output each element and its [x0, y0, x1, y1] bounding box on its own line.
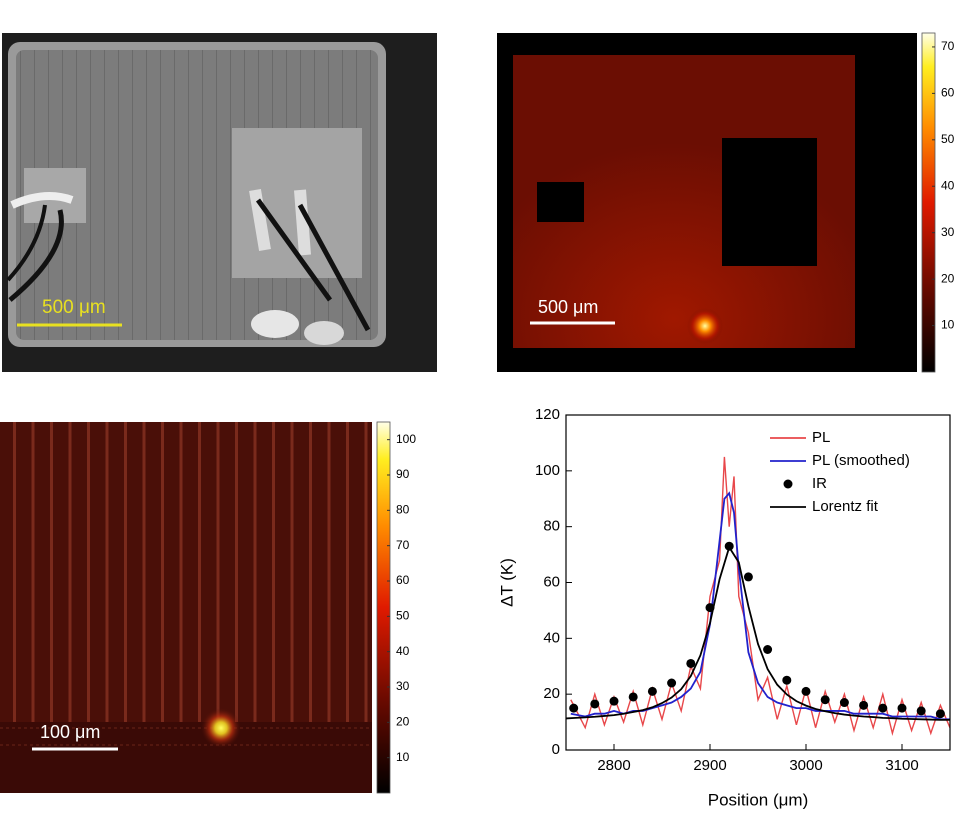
- colorbar-tick-label: 10: [941, 318, 955, 332]
- ir-point: [801, 686, 811, 696]
- x-tick-label: 2900: [693, 757, 726, 774]
- scale-bar-label: 500 μm: [538, 297, 598, 317]
- ir-point: [569, 703, 579, 713]
- colorbar-tick-label: 30: [396, 679, 410, 693]
- plot-area: [566, 456, 950, 736]
- colorbar-tick-label: 60: [396, 573, 410, 587]
- line-chart: 2800 2900 3000 3100 0 20 40 60 80 100 120 Position …: [497, 406, 951, 809]
- colorbar-tick-label: 100: [396, 432, 416, 446]
- colorbar-tick-label: 50: [941, 132, 955, 146]
- series-line: [570, 456, 950, 736]
- x-tick-label: 2800: [597, 757, 630, 774]
- legend-label: PL: [812, 429, 830, 446]
- ir-point: [935, 709, 945, 719]
- ir-point: [667, 678, 677, 688]
- colorbar-tick-label: 70: [941, 39, 955, 53]
- photo-panel: 500 μm: [2, 33, 437, 372]
- scale-bar-label: 500 μm: [42, 297, 106, 318]
- y-tick-label: 120: [535, 406, 560, 423]
- ir-point: [820, 695, 830, 705]
- ir-point: [686, 658, 696, 668]
- ir-point: [782, 675, 792, 685]
- y-tick-label: 0: [552, 741, 560, 758]
- ir-point: [628, 692, 638, 702]
- ir-point: [647, 686, 657, 696]
- ir-point: [897, 703, 907, 713]
- thermal-map-panel: 500 μm: [497, 32, 936, 373]
- colorbar-tick-label: 50: [396, 609, 410, 623]
- colorbar-tick-label: 70: [396, 538, 410, 552]
- y-tick-label: 20: [543, 685, 560, 702]
- legend-marker: [783, 479, 793, 489]
- ir-point: [763, 645, 773, 654]
- colorbar-tick-label: 40: [396, 644, 410, 658]
- legend-label: Lorentz fit: [812, 498, 879, 515]
- colorbar-tick-label: 90: [396, 467, 410, 481]
- ir-point: [609, 696, 619, 706]
- ir-point: [590, 699, 600, 709]
- thermal-map-panel: 100 μm: [0, 421, 391, 794]
- ir-point: [878, 703, 888, 713]
- colorbar-tick-label: 20: [941, 271, 955, 285]
- y-tick-label: 60: [543, 573, 560, 590]
- y-tick-label: 40: [543, 629, 560, 646]
- colorbar-tick-label: 20: [396, 715, 410, 729]
- legend-label: PL (smoothed): [812, 452, 910, 469]
- y-tick-label: 80: [543, 518, 560, 535]
- legend-label: IR: [812, 475, 827, 492]
- series-line: [566, 545, 950, 721]
- ir-point: [839, 698, 849, 708]
- colorbar-tick-label: 30: [941, 225, 955, 239]
- x-tick-label: 3000: [789, 757, 822, 774]
- y-tick-label: 100: [535, 462, 560, 479]
- series-line: [570, 491, 950, 721]
- colorbar-tick-label: 10: [396, 750, 410, 764]
- colorbar-tick-label: 60: [941, 86, 955, 100]
- colorbar-tick-label: 80: [396, 503, 410, 517]
- colorbar-tick-label: 40: [941, 178, 955, 192]
- scale-bar-label: 100 μm: [40, 722, 100, 742]
- y-axis-label: ΔT (K): [497, 558, 516, 607]
- x-tick-label: 3100: [885, 757, 918, 774]
- x-axis-label: Position (μm): [708, 790, 808, 809]
- ir-point: [916, 706, 926, 716]
- ir-point: [743, 572, 753, 582]
- ir-point: [859, 700, 869, 710]
